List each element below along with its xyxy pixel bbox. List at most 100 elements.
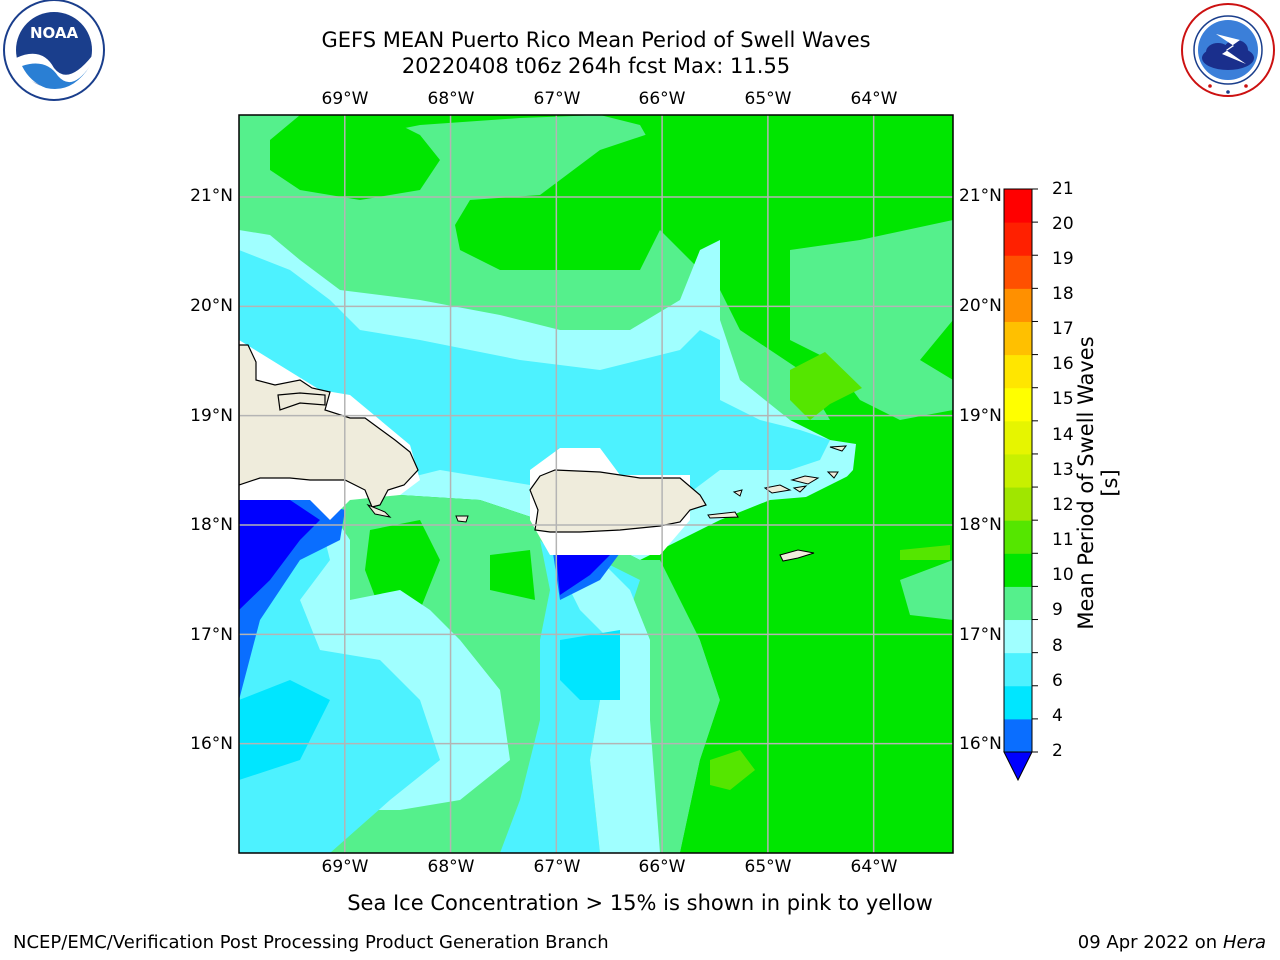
colorbar-tick-9: 9 xyxy=(1052,600,1063,620)
contour-deep-blue-south-pr xyxy=(556,553,612,595)
colorbar xyxy=(1003,188,1038,782)
land-culebra xyxy=(732,489,743,497)
lon-label-bottom-67w: 67°W xyxy=(533,857,581,877)
lat-label-right-18n: 18°N xyxy=(959,515,1002,535)
contour-yellow-green-southeast xyxy=(710,750,755,790)
lon-label-top-64w: 64°W xyxy=(850,89,898,109)
lat-label-right-16n: 16°N xyxy=(959,734,1002,754)
chart-title-line1: GEFS MEAN Puerto Rico Mean Period of Swe… xyxy=(321,28,871,52)
lat-label-left-20n: 20°N xyxy=(190,296,233,316)
colorbar-segment xyxy=(1004,718,1032,753)
colorbar-tick-17: 17 xyxy=(1052,319,1074,339)
colorbar-extend-triangle xyxy=(1003,751,1033,782)
contour-pale-blue-channel xyxy=(555,560,660,853)
colorbar-frame xyxy=(1003,188,1033,753)
lon-label-top-68w: 68°W xyxy=(427,89,475,109)
colorbar-segment xyxy=(1004,222,1032,256)
colorbar-segment xyxy=(1004,453,1032,488)
colorbar-segment xyxy=(1004,685,1032,720)
contour-deep-blue-southwest xyxy=(239,500,320,610)
lat-label-left-16n: 16°N xyxy=(190,734,233,754)
contour-cyan-bright-south xyxy=(560,630,620,700)
contour-cyan-bright-southwest xyxy=(239,680,330,780)
colorbar-tick-20: 20 xyxy=(1052,214,1074,234)
lat-label-left-19n: 19°N xyxy=(190,406,233,426)
colorbar-label: Mean Period of Swell Waves [s] xyxy=(1074,336,1122,630)
contour-green-northwest xyxy=(270,115,440,200)
footer-date-text: 09 Apr 2022 on xyxy=(1077,932,1223,953)
noaa-logo: NOAA xyxy=(2,0,106,104)
colorbar-tick-10: 10 xyxy=(1052,565,1074,585)
colorbar-segment xyxy=(1004,586,1032,621)
colorbar-tick-2: 2 xyxy=(1052,741,1063,761)
colorbar-segment xyxy=(1004,553,1032,587)
colorbar-tick-14: 14 xyxy=(1052,425,1074,445)
colorbar-tick-6: 6 xyxy=(1052,671,1063,691)
contour-cyan-south xyxy=(239,520,440,853)
colorbar-tick-18: 18 xyxy=(1052,284,1074,304)
footer-branch: NCEP/EMC/Verification Post Processing Pr… xyxy=(13,932,609,953)
lon-label-bottom-66w: 66°W xyxy=(638,857,686,877)
land-mona xyxy=(455,515,469,523)
swell-period-field xyxy=(239,115,953,853)
map-graticule xyxy=(239,115,953,853)
colorbar-segment xyxy=(1004,189,1032,223)
land-hispaniola-northwest xyxy=(277,392,326,411)
lon-label-bottom-64w: 64°W xyxy=(850,857,898,877)
lon-label-top-67w: 67°W xyxy=(533,89,581,109)
colorbar-segment xyxy=(1004,387,1032,422)
lat-label-left-21n: 21°N xyxy=(190,186,233,206)
chart-title-line2: 20220408 t06z 264h fcst Max: 11.55 xyxy=(401,54,791,78)
colorbar-tick-19: 19 xyxy=(1052,249,1074,269)
lon-label-bottom-68w: 68°W xyxy=(427,857,475,877)
lat-label-right-19n: 19°N xyxy=(959,406,1002,426)
lat-label-right-20n: 20°N xyxy=(959,296,1002,316)
footer-date: 09 Apr 2022 on Hera xyxy=(1078,932,1266,953)
colorbar-tick-11: 11 xyxy=(1052,530,1074,550)
lat-label-left-17n: 17°N xyxy=(190,625,233,645)
contour-light-green-southeast xyxy=(900,560,953,620)
colorbar-segment xyxy=(1004,354,1032,389)
lon-label-top-65w: 65°W xyxy=(744,89,792,109)
contour-light-green-east xyxy=(790,220,953,420)
colorbar-tick-4: 4 xyxy=(1052,706,1063,726)
lon-label-top-66w: 66°W xyxy=(638,89,686,109)
colorbar-segment xyxy=(1004,487,1032,521)
lon-label-bottom-65w: 65°W xyxy=(744,857,792,877)
colorbar-tick-21: 21 xyxy=(1052,179,1074,199)
contour-green-southeast xyxy=(680,440,953,853)
land-hispaniola xyxy=(239,344,419,508)
noaa-logo-text: NOAA xyxy=(30,24,79,42)
colorbar-segment xyxy=(1004,420,1032,455)
land-virgin-islands xyxy=(763,471,839,494)
colorbar-segment xyxy=(1004,619,1032,654)
lat-label-left-18n: 18°N xyxy=(190,515,233,535)
lon-label-bottom-69w: 69°W xyxy=(321,857,369,877)
colorbar-tick-8: 8 xyxy=(1052,636,1063,656)
colorbar-segment xyxy=(1004,652,1032,687)
colorbar-tick-12: 12 xyxy=(1052,495,1074,515)
map-frame xyxy=(238,114,954,854)
contour-green-south-patch xyxy=(365,520,440,610)
contour-yellow-green-east-2 xyxy=(900,545,950,560)
lon-label-top-69w: 69°W xyxy=(321,89,369,109)
nws-logo xyxy=(1176,0,1280,100)
contour-green-south-patch-2 xyxy=(490,550,535,600)
colorbar-segment xyxy=(1004,288,1032,322)
lat-label-right-21n: 21°N xyxy=(959,186,1002,206)
colorbar-tick-13: 13 xyxy=(1052,460,1074,480)
footer-host: Hera xyxy=(1222,932,1266,953)
colorbar-tick-16: 16 xyxy=(1052,354,1074,374)
colorbar-segment xyxy=(1004,520,1032,554)
lat-label-right-17n: 17°N xyxy=(959,625,1002,645)
colorbar-segment xyxy=(1004,255,1032,289)
contour-yellow-green-east xyxy=(790,352,862,420)
colorbar-tick-15: 15 xyxy=(1052,389,1074,409)
land-anegada xyxy=(829,445,848,452)
colorbar-segment xyxy=(1004,321,1032,356)
land-hispaniola-east-tip xyxy=(366,503,392,518)
sea-ice-note: Sea Ice Concentration > 15% is shown in … xyxy=(347,891,933,915)
contour-green-north-block xyxy=(455,130,660,270)
land-st-croix xyxy=(779,549,815,562)
